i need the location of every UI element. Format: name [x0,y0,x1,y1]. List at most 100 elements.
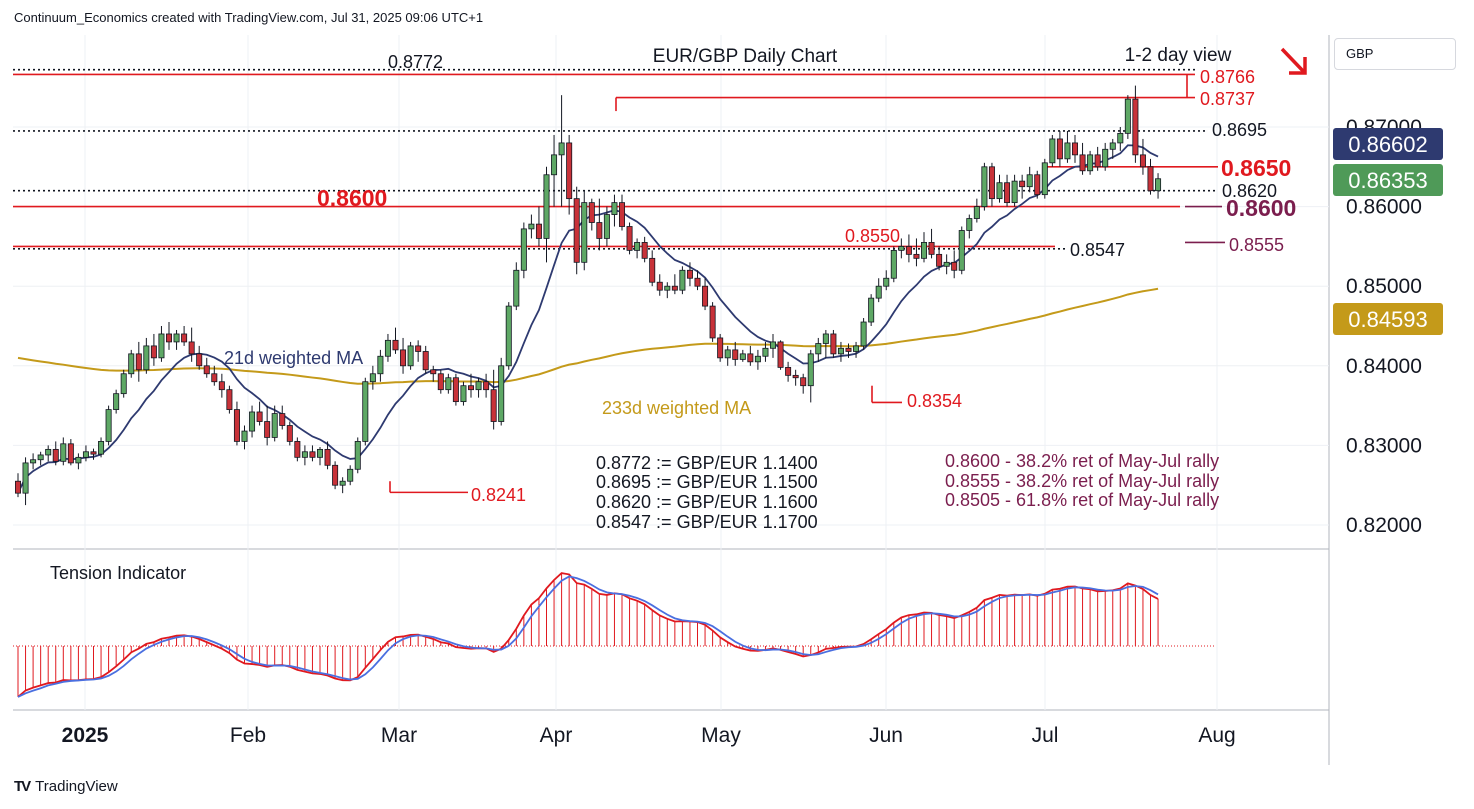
candle [634,238,641,259]
candle [241,425,248,450]
level-label-0.8620: 0.8620 [1222,181,1277,201]
svg-text:0.86353: 0.86353 [1348,168,1428,193]
level-label-0.8766: 0.8766 [1200,67,1255,87]
level-label-0.8650: 0.8650 [1221,155,1291,181]
candle [890,246,897,283]
candle [113,389,120,414]
candle [1139,138,1146,175]
y-tick-label: 0.83000 [1346,434,1422,457]
candle [407,341,414,370]
candle [1155,173,1162,199]
x-tick-label: Feb [230,724,266,747]
down-arrow-icon [1280,47,1307,75]
candle [860,318,867,350]
level-label-0.8600-left: 0.8600 [317,185,387,211]
candle [1117,127,1124,151]
retracement-note: 0.8600 - 38.2% ret of May-Jul rally [945,451,1219,471]
candle [679,266,686,295]
candle [1034,170,1041,199]
chart-subtitle: 1-2 day view [1125,45,1232,66]
candle [483,373,490,398]
candle [973,198,980,223]
candle [1102,142,1109,171]
candle [573,186,580,275]
svg-text:0.86602: 0.86602 [1348,132,1428,157]
x-tick-label: Apr [540,724,573,747]
ma-233d-path [17,287,1159,385]
conversion-note: 0.8547 := GBP/EUR 1.1700 [596,512,818,532]
candle [566,134,573,215]
x-tick-label: Mar [381,724,417,747]
candle [188,327,195,362]
conversion-note: 0.8772 := GBP/EUR 1.1400 [596,453,818,473]
candle [211,365,218,386]
candle [362,377,369,446]
level-label-0.8547: 0.8547 [1070,240,1125,260]
candle [883,270,890,291]
candle [249,405,256,438]
candle [1124,95,1131,139]
candle [528,214,535,239]
candle [264,405,271,446]
candle [339,477,346,494]
candle [505,302,512,370]
candle [1132,85,1139,163]
candle [67,439,74,466]
candle [173,329,180,350]
candle [588,198,595,231]
candle [14,473,21,498]
candle [45,445,52,462]
candle [384,333,391,362]
candle [400,337,407,374]
candle [551,134,558,207]
candle [1004,174,1011,207]
candle [603,206,610,247]
currency-selector[interactable]: GBP [1334,38,1456,70]
candle [165,322,172,350]
candle [513,262,520,311]
candle [1064,130,1071,163]
candle [233,401,240,446]
candle [792,369,799,386]
x-axis-ticks: 2025 Feb Mar Apr May Jun Jul Aug [62,724,1236,747]
candle [702,278,709,311]
candle [694,270,701,291]
indicator-slow-line [17,575,1159,698]
candle [626,222,633,255]
candle [875,278,882,303]
level-label-0.8695: 0.8695 [1212,120,1267,140]
candle [656,274,663,296]
candle [724,345,731,366]
candle [611,194,618,227]
candle [1109,138,1116,159]
footer-brand[interactable]: TradingView [35,778,118,795]
candle [105,405,112,446]
candle [158,326,165,362]
candle [837,341,844,362]
retracement-note: 0.8555 - 38.2% ret of May-Jul rally [945,471,1219,491]
candle [943,254,950,275]
candle [1094,146,1101,171]
candle [988,162,995,207]
candle [196,345,203,370]
candle [279,405,286,430]
candle [1072,134,1079,163]
candle [913,238,920,267]
candle [951,250,958,279]
candle [452,373,459,406]
candle [377,349,384,382]
candle [558,95,565,207]
legend-21d-ma: 21d weighted MA [224,348,363,368]
candle [475,377,482,398]
candle [82,445,89,462]
price-badge: 0.86602 [1333,128,1443,160]
candle [815,337,822,362]
candle [301,445,308,466]
candle [581,190,588,271]
candle [75,453,82,470]
candle [135,341,142,382]
candle [596,198,603,251]
candle [981,162,988,211]
candle [143,337,150,374]
candle [226,385,233,414]
